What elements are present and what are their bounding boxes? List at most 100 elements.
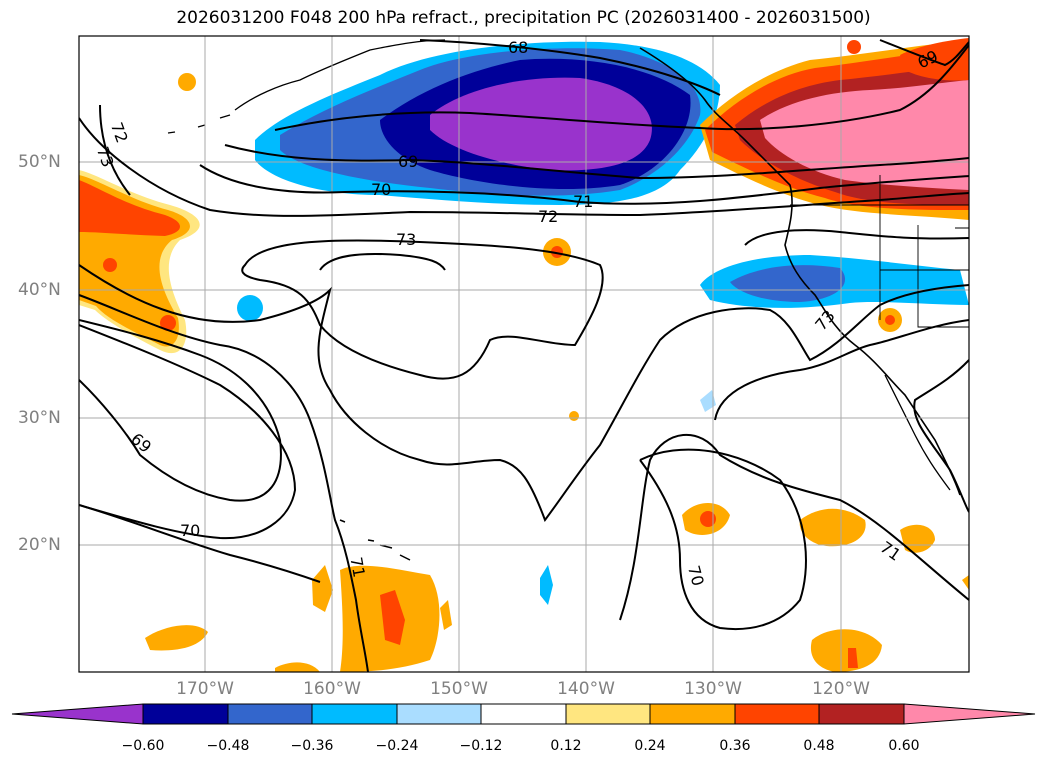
pos-anomaly-west-dot-2 xyxy=(160,315,176,331)
colorbar-extend-high xyxy=(903,703,1036,725)
contour-label-69-n: 69 xyxy=(398,152,418,171)
pos-anomaly-dot xyxy=(569,411,579,421)
contour-label-72-n: 72 xyxy=(538,207,558,226)
neg-anomaly-california-core xyxy=(730,265,846,302)
lon-label-160w: 160°W xyxy=(303,679,361,699)
contour-69-se xyxy=(79,504,321,583)
contour-69-top xyxy=(879,39,969,67)
lat-label-20n: 20°N xyxy=(18,535,61,555)
pos-anomaly-east-2 xyxy=(799,508,866,547)
pos-anomaly-east-3 xyxy=(900,524,935,553)
pos-anomaly-small-top xyxy=(847,40,861,54)
contour-72-se xyxy=(913,359,969,513)
contour-label-68: 68 xyxy=(508,38,528,57)
pos-anomaly-south-3 xyxy=(145,625,208,651)
lat-label-30n: 30°N xyxy=(18,408,61,428)
colorbar-bin-9 xyxy=(818,703,905,725)
contour-70-central xyxy=(79,324,297,540)
pos-anomaly-south-2 xyxy=(440,600,452,630)
contour-70-east-loop xyxy=(639,448,807,631)
contour-72-loop xyxy=(79,264,969,523)
contour-label-70-e: 70 xyxy=(684,563,708,588)
contour-label-71-s: 71 xyxy=(346,556,368,579)
lat-label-40n: 40°N xyxy=(18,280,61,300)
lon-label-170w: 170°W xyxy=(176,679,234,699)
contour-70-east xyxy=(744,229,969,246)
pos-anomaly-hawaii-core xyxy=(380,590,405,645)
colorbar-tick-2: −0.48 xyxy=(206,738,250,754)
neg-anomaly-small-1 xyxy=(237,295,263,321)
colorbar-extend-low xyxy=(11,703,144,725)
colorbar-tick-3: −0.36 xyxy=(290,738,334,754)
colorbar-tick-9: 0.48 xyxy=(803,738,835,754)
contour-label-72-w: 72 xyxy=(107,120,132,146)
pos-anomaly-nw-small xyxy=(178,73,196,91)
lon-label-120w: 120°W xyxy=(812,679,870,699)
contour-label-73-w: 73 xyxy=(93,144,118,170)
contour-label-73-n: 73 xyxy=(396,230,416,249)
contour-71-south-east xyxy=(619,433,969,621)
contour-label-70-n: 70 xyxy=(371,180,391,199)
alaska-coast xyxy=(234,39,446,111)
precipitation-shading xyxy=(79,38,969,672)
colorbar-tick-6: 0.12 xyxy=(550,738,582,754)
contour-73-west xyxy=(99,104,131,196)
pos-anomaly-mid-2-core xyxy=(885,315,895,325)
contour-71-east xyxy=(714,319,969,421)
state-borders xyxy=(879,175,969,328)
colorbar-bin-1 xyxy=(142,703,229,725)
colorbar-bin-2 xyxy=(227,703,313,725)
baja-coastline xyxy=(884,374,951,491)
contour-69-south xyxy=(79,319,282,502)
contour-73-north-loop xyxy=(241,239,604,380)
map-frame xyxy=(78,35,970,673)
pos-anomaly-west-dot xyxy=(103,258,117,272)
colorbar-tick-1: −0.60 xyxy=(121,738,165,754)
contour-72-north xyxy=(79,117,969,217)
neg-anomaly-north-core xyxy=(430,77,652,171)
refractivity-contours xyxy=(79,39,969,672)
colorbar-tick-7: 0.24 xyxy=(634,738,666,754)
colorbar-tick-5: −0.12 xyxy=(459,738,503,754)
contour-69-north xyxy=(274,44,969,131)
colorbar-tick-4: −0.24 xyxy=(375,738,419,754)
colorbar-bin-6 xyxy=(565,703,651,725)
lon-label-150w: 150°W xyxy=(430,679,488,699)
lon-label-140w: 140°W xyxy=(557,679,615,699)
pos-anomaly-mid-1-core xyxy=(551,246,563,258)
pos-anomaly-south-1 xyxy=(312,565,333,612)
pos-anomaly-east-1-core xyxy=(700,511,716,527)
contour-label-69-sw: 69 xyxy=(127,429,155,457)
colorbar-bin-3 xyxy=(311,703,398,725)
lat-label-50n: 50°N xyxy=(18,152,61,172)
map-title: 2026031200 F048 200 hPa refract., precip… xyxy=(176,8,871,28)
lon-label-130w: 130°W xyxy=(684,679,742,699)
colorbar-bin-4 xyxy=(396,703,482,725)
colorbar xyxy=(11,703,1036,725)
colorbar-bin-8 xyxy=(734,703,820,725)
pos-anomaly-ne-corner xyxy=(900,38,969,81)
pos-anomaly-east-4 xyxy=(810,629,882,672)
contour-73-inner-loop xyxy=(319,252,446,271)
pos-anomaly-south-4 xyxy=(275,662,320,672)
contour-70-north xyxy=(224,144,969,180)
contour-71-central xyxy=(79,294,369,672)
pos-anomaly-east-4-core xyxy=(848,648,858,668)
colorbar-bin-5 xyxy=(480,703,567,725)
aleutian-islands xyxy=(167,114,231,134)
neg-anomaly-small-2 xyxy=(700,390,716,412)
colorbar-tick-10: 0.60 xyxy=(888,738,920,754)
pos-anomaly-west-red xyxy=(79,180,180,236)
contour-label-71-n: 71 xyxy=(573,192,593,211)
north-america-coastline xyxy=(639,47,961,496)
contour-71-north xyxy=(199,164,969,205)
neg-anomaly-small-3 xyxy=(540,565,553,605)
contour-label-73-e: 73 xyxy=(811,306,839,334)
graticule xyxy=(79,36,969,672)
colorbar-bin-7 xyxy=(649,703,736,725)
pos-anomaly-east-5 xyxy=(962,575,969,590)
contour-68 xyxy=(419,39,721,96)
hawaii-islands xyxy=(339,519,411,561)
colorbar-tick-8: 0.36 xyxy=(719,738,751,754)
